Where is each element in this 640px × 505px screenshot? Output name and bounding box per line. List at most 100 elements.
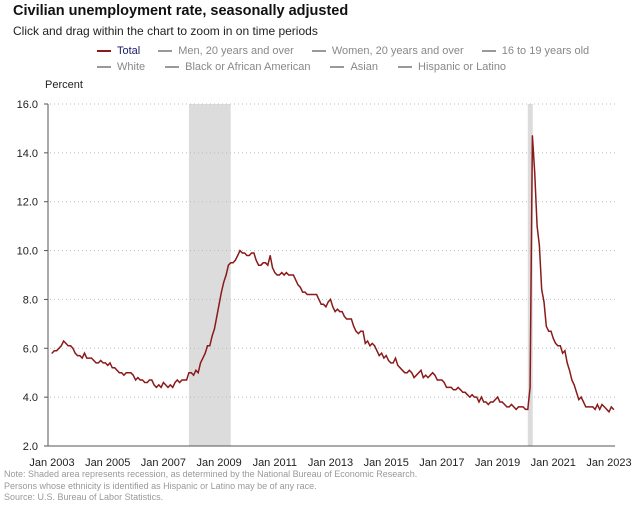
legend-item-hispanic[interactable]: Hispanic or Latino [398, 59, 506, 75]
data-point [121, 372, 123, 374]
data-point [524, 408, 527, 410]
data-point [378, 355, 380, 357]
data-point [74, 352, 76, 354]
legend-swatch [311, 50, 326, 52]
data-point [499, 401, 501, 403]
data-point [392, 362, 394, 364]
data-point [322, 303, 325, 305]
data-point [223, 281, 225, 283]
legend-label: White [117, 61, 146, 73]
data-point [283, 274, 285, 276]
data-point [176, 379, 178, 381]
data-point [285, 271, 288, 274]
data-point [274, 271, 276, 274]
data-point [188, 372, 190, 374]
y-tick-label: 16.0 [17, 99, 38, 111]
chart-notes: Note: Shaded area represents recession, … [4, 469, 417, 504]
data-point [531, 135, 534, 137]
data-point [441, 379, 443, 381]
data-point [557, 345, 559, 347]
data-point [369, 345, 371, 347]
data-point [199, 362, 202, 364]
data-point [132, 374, 134, 376]
data-point [459, 389, 462, 391]
data-point [571, 379, 573, 381]
data-point [288, 274, 290, 276]
data-point [81, 357, 83, 359]
data-point [148, 379, 151, 381]
data-point [515, 408, 517, 410]
data-point [146, 381, 148, 384]
legend-item-men[interactable]: Men, 20 years and over [158, 43, 294, 59]
data-point [237, 254, 239, 257]
data-point [246, 254, 248, 257]
data-point [179, 381, 181, 384]
data-point [144, 381, 146, 384]
legend-item-women[interactable]: Women, 20 years and over [311, 43, 464, 59]
data-point [513, 406, 515, 408]
data-point [452, 389, 455, 391]
y-axis-label: Percent [45, 79, 83, 91]
data-point [501, 401, 503, 403]
data-point [290, 274, 292, 276]
data-point [575, 391, 578, 393]
data-point [550, 330, 552, 332]
data-point [276, 274, 278, 276]
data-point [104, 362, 106, 364]
data-point [315, 293, 318, 296]
data-point [432, 372, 434, 374]
data-point [517, 406, 520, 408]
data-point [434, 374, 436, 376]
data-point [174, 381, 176, 384]
data-point [320, 303, 322, 305]
legend-item-total[interactable]: Total [97, 43, 140, 59]
legend-swatch [97, 50, 111, 52]
legend-item-asian[interactable]: Asian [330, 59, 378, 75]
x-tick-label: Jan 2017 [419, 457, 464, 469]
data-point [541, 289, 543, 291]
data-point [357, 333, 359, 335]
data-point [253, 252, 255, 254]
legend-label: Men, 20 years and over [178, 45, 294, 57]
data-point [548, 330, 550, 332]
data-point [116, 369, 118, 371]
data-point [555, 342, 557, 344]
data-point [346, 318, 348, 320]
data-point [329, 298, 332, 301]
data-point [292, 274, 294, 276]
note-source: Source: U.S. Bureau of Labor Statistics. [4, 492, 164, 502]
data-point [211, 335, 213, 337]
data-point [155, 386, 158, 388]
legend-item-white[interactable]: White [97, 59, 145, 75]
data-point [580, 396, 582, 398]
data-point [107, 364, 109, 366]
data-point [162, 381, 164, 384]
data-point [601, 403, 603, 406]
data-point [445, 386, 448, 388]
data-point [153, 384, 155, 386]
data-point [582, 401, 585, 403]
data-point [141, 379, 144, 381]
chart-title: Civilian unemployment rate, seasonally a… [13, 3, 349, 19]
data-point [415, 374, 417, 376]
data-point [536, 225, 538, 227]
data-point [341, 311, 343, 313]
data-point [58, 347, 60, 349]
legend-item-teens[interactable]: 16 to 19 years old [481, 43, 589, 59]
data-point [111, 367, 113, 369]
data-point [100, 359, 102, 362]
legend-swatch [97, 66, 111, 68]
data-point [534, 171, 536, 173]
legend: Total Men, 20 years and over Women, 20 y… [97, 43, 589, 75]
data-point [603, 406, 605, 408]
data-point [466, 394, 469, 396]
legend-label: Black or African American [185, 61, 311, 73]
data-point [487, 403, 489, 406]
data-point [494, 398, 496, 401]
data-point [497, 396, 499, 398]
data-point [267, 264, 269, 266]
data-point [485, 401, 487, 403]
legend-item-black[interactable]: Black or African American [165, 59, 310, 75]
data-point [510, 403, 513, 406]
